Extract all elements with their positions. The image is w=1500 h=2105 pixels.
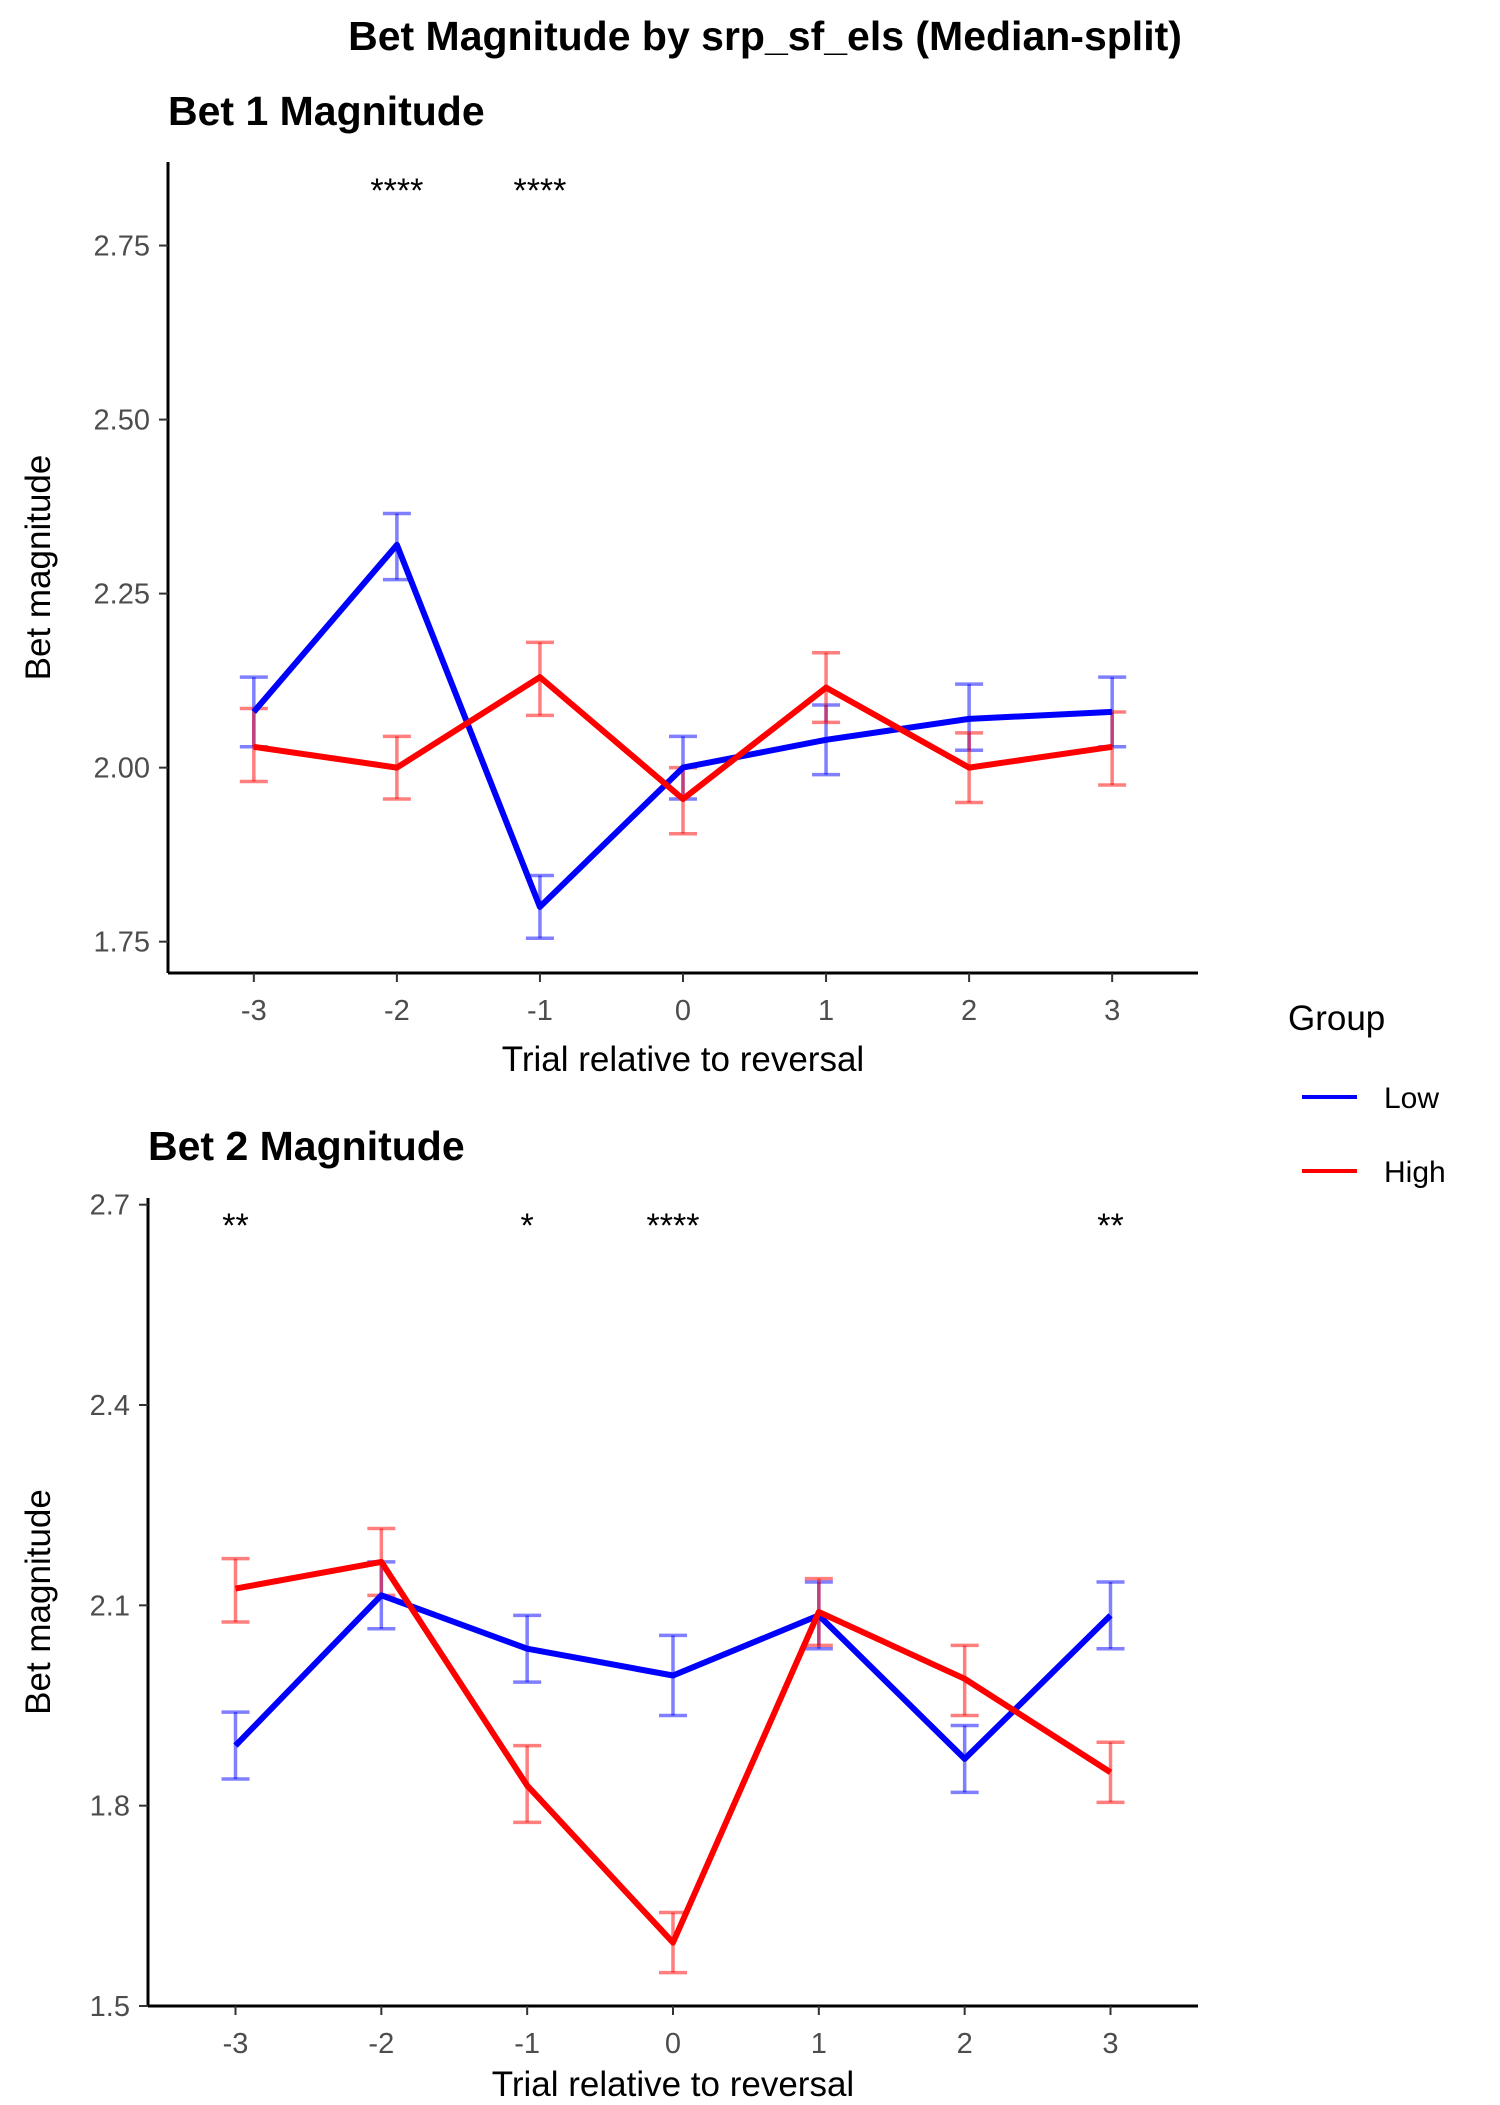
bet2-y-tick-label: 1.5 <box>90 1991 130 2023</box>
bet1-y-tick-label: 2.25 <box>94 579 150 611</box>
bet2-significance-label: ** <box>222 1207 248 1245</box>
bet2-y-tick-label: 1.8 <box>90 1791 130 1823</box>
bet2-y-tick-label: 2.7 <box>90 1190 130 1222</box>
bet1-y-tick-label: 2.50 <box>94 405 150 437</box>
bet2-x-tick-label: 1 <box>811 2028 827 2060</box>
bet2-x-tick-label: -1 <box>514 2028 540 2060</box>
bet2-title: Bet 2 Magnitude <box>148 1123 465 1169</box>
bet2-series-line-high <box>234 1558 1113 1946</box>
bet2-x-axis-title: Trial relative to reversal <box>492 2065 854 2100</box>
bet2-significance-label: * <box>521 1207 534 1245</box>
panel-bet1: Bet 1 Magnitude 1.75 2.00 2.25 2.50 2.75 -3 -2 -… <box>19 88 1198 1079</box>
bet1-significance-label: **** <box>513 172 566 210</box>
bet2-x-tick-label: 0 <box>665 2028 681 2060</box>
bet2-x-tick-label: -2 <box>368 2028 394 2060</box>
bet1-x-tick-label: 3 <box>1104 995 1120 1027</box>
bet2-errorbar-low <box>1096 1580 1125 1651</box>
bet2-x-tick-label: 3 <box>1102 2028 1118 2060</box>
legend-label-low: Low <box>1384 1082 1439 1115</box>
bet2-significance-label: ** <box>1097 1207 1123 1245</box>
figure-title: Bet Magnitude by srp_sf_els (Median-spli… <box>348 13 1182 59</box>
bet2-significance-label: **** <box>647 1207 700 1245</box>
bet1-x-tick-label: -2 <box>384 995 410 1027</box>
bet1-y-tick-label: 2.00 <box>94 753 150 785</box>
bet2-x-tick-label: 2 <box>957 2028 973 2060</box>
bet1-y-axis-title: Bet magnitude <box>19 455 58 681</box>
bet1-y-tick-label: 1.75 <box>94 927 150 959</box>
legend: Group Low High <box>1288 999 1446 1189</box>
bet1-significance-label: **** <box>370 172 423 210</box>
bet2-y-tick-label: 2.4 <box>90 1390 130 1422</box>
bet2-y-tick-label: 2.1 <box>90 1590 130 1622</box>
bet1-x-axis-title: Trial relative to reversal <box>502 1040 864 1079</box>
bet1-series-line-high <box>253 674 1113 802</box>
bet1-title: Bet 1 Magnitude <box>168 88 485 134</box>
bet1-y-tick-label: 2.75 <box>94 231 150 263</box>
panel-bet2: Bet 2 Magnitude 1.5 1.8 2.1 2.4 2.7 -3 -2 -1 0 1 2 3… <box>19 1123 1198 2104</box>
bet2-y-axis-title: Bet magnitude <box>19 1489 58 1715</box>
bet2-x-tick-label: -3 <box>223 2028 249 2060</box>
bet1-x-tick-label: -1 <box>527 995 553 1027</box>
bet1-series-line-low <box>251 541 1113 910</box>
legend-label-high: High <box>1384 1156 1446 1189</box>
bet1-x-tick-label: 2 <box>961 995 977 1027</box>
legend-title: Group <box>1288 999 1385 1038</box>
bet2-errorbar-high <box>221 1556 250 1624</box>
bet1-x-tick-label: -3 <box>241 995 267 1027</box>
bet2-series-line-low <box>233 1592 1113 1762</box>
bet1-x-tick-label: 0 <box>675 995 691 1027</box>
bet1-x-tick-label: 1 <box>818 995 834 1027</box>
